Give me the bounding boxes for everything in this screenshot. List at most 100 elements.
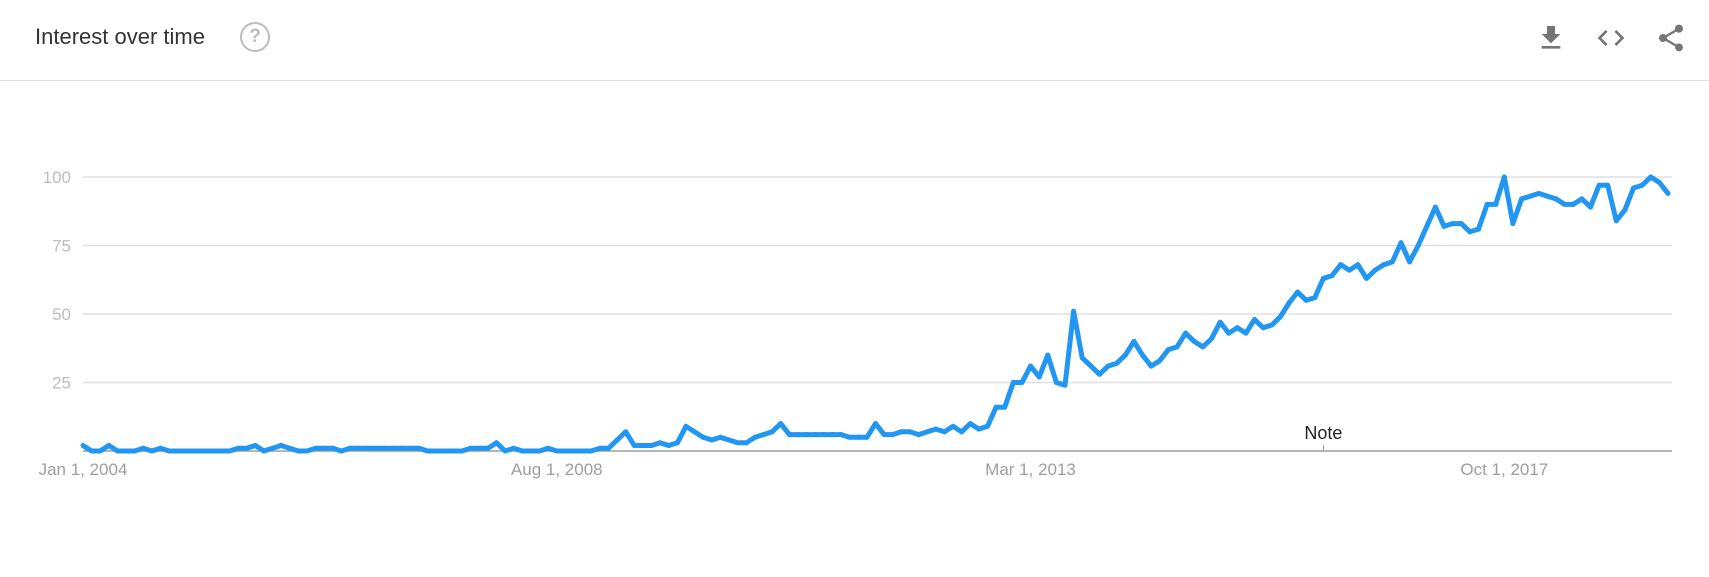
data-point xyxy=(1407,259,1413,265)
data-point xyxy=(924,429,930,435)
data-point xyxy=(657,440,663,446)
data-point xyxy=(519,448,525,454)
data-point xyxy=(123,448,129,454)
data-point xyxy=(278,443,284,449)
data-point xyxy=(1475,226,1481,232)
data-point xyxy=(1467,229,1473,235)
data-point xyxy=(97,448,103,454)
data-point xyxy=(1519,196,1525,202)
data-point xyxy=(605,445,611,451)
data-point xyxy=(1346,267,1352,273)
data-point xyxy=(1096,371,1102,377)
data-point xyxy=(347,445,353,451)
data-point xyxy=(528,448,534,454)
data-point xyxy=(1269,322,1275,328)
data-point xyxy=(580,448,586,454)
data-point xyxy=(433,448,439,454)
data-point xyxy=(804,432,810,438)
download-icon[interactable] xyxy=(1535,22,1567,54)
y-tick-label: 75 xyxy=(52,237,71,256)
data-point xyxy=(468,445,474,451)
data-point xyxy=(450,448,456,454)
data-point xyxy=(640,443,646,449)
data-point xyxy=(1320,275,1326,281)
data-point xyxy=(321,445,327,451)
data-point xyxy=(1131,338,1137,344)
data-point xyxy=(1631,185,1637,191)
data-point xyxy=(1665,190,1671,196)
data-point xyxy=(1450,221,1456,227)
data-point xyxy=(1536,190,1542,196)
data-point xyxy=(1079,355,1085,361)
data-point xyxy=(209,448,215,454)
data-point xyxy=(416,445,422,451)
data-point xyxy=(1493,201,1499,207)
data-point xyxy=(270,445,276,451)
data-point xyxy=(1372,267,1378,273)
data-point xyxy=(709,437,715,443)
data-point xyxy=(381,445,387,451)
data-point xyxy=(761,432,767,438)
data-point xyxy=(1587,204,1593,210)
y-tick-label: 25 xyxy=(52,374,71,393)
data-point xyxy=(1303,297,1309,303)
data-point xyxy=(1329,273,1335,279)
data-point xyxy=(149,448,155,454)
data-point xyxy=(390,445,396,451)
data-point xyxy=(1088,363,1094,369)
x-tick-label: Mar 1, 2013 xyxy=(985,460,1076,479)
data-point xyxy=(1252,316,1258,322)
data-point xyxy=(1140,352,1146,358)
data-point xyxy=(304,448,310,454)
embed-code-icon[interactable] xyxy=(1595,22,1627,54)
data-point xyxy=(364,445,370,451)
data-point xyxy=(1053,380,1059,385)
data-point xyxy=(1415,243,1421,248)
data-point xyxy=(916,432,922,438)
y-tick-label: 100 xyxy=(43,168,71,187)
share-icon[interactable] xyxy=(1655,22,1687,54)
data-point xyxy=(485,445,491,451)
data-point xyxy=(1553,196,1559,202)
data-point xyxy=(838,432,844,438)
data-point xyxy=(700,434,706,440)
data-point xyxy=(1389,259,1395,265)
data-point xyxy=(1260,325,1266,331)
data-point xyxy=(1019,380,1025,385)
data-point xyxy=(132,448,138,454)
data-point xyxy=(1570,201,1576,207)
data-point xyxy=(907,429,913,435)
data-point xyxy=(829,432,835,438)
data-point xyxy=(459,448,465,454)
data-point xyxy=(881,432,887,438)
data-point xyxy=(1501,174,1507,180)
data-point xyxy=(1114,360,1120,366)
data-point xyxy=(1071,308,1077,314)
data-point xyxy=(1441,223,1447,229)
data-point xyxy=(898,429,904,435)
data-point xyxy=(1510,221,1516,227)
data-point xyxy=(812,432,818,438)
data-point xyxy=(192,448,198,454)
data-point xyxy=(1028,363,1034,369)
data-point xyxy=(1596,182,1602,188)
data-point xyxy=(743,440,749,446)
data-point xyxy=(795,432,801,438)
data-point xyxy=(218,448,224,454)
data-point xyxy=(511,445,517,451)
data-point xyxy=(1010,380,1016,385)
data-point xyxy=(1183,330,1189,336)
data-point xyxy=(752,434,758,440)
data-point xyxy=(1381,262,1387,268)
data-point xyxy=(821,432,827,438)
x-tick-label: Oct 1, 2017 xyxy=(1460,460,1548,479)
data-point xyxy=(1656,179,1662,185)
help-circle-icon[interactable]: ? xyxy=(240,22,270,52)
data-point xyxy=(1045,352,1051,358)
data-point xyxy=(356,445,362,451)
data-point xyxy=(313,445,319,451)
data-point xyxy=(287,445,293,451)
data-point xyxy=(140,445,146,451)
data-point xyxy=(166,448,172,454)
